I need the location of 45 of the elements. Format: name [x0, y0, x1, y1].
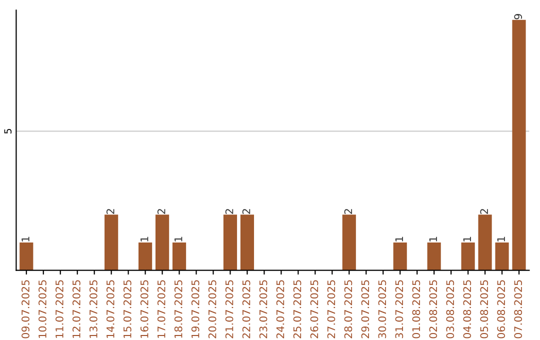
x-tick-label: 21.07.2025 [225, 280, 234, 338]
x-tick-label: 15.07.2025 [123, 280, 132, 338]
data-label: 1 [463, 236, 471, 242]
x-tick-label: 22.07.2025 [242, 280, 250, 338]
data-label: 1 [22, 236, 30, 242]
x-tick-label: 02.08.2025 [429, 280, 438, 338]
x-tick-label: 03.08.2025 [446, 280, 454, 338]
x-tick-label: 30.07.2025 [378, 280, 386, 338]
x-tick-label: 24.07.2025 [276, 280, 284, 338]
x-tick-label: 28.07.2025 [344, 280, 352, 338]
data-label: 9 [514, 14, 522, 20]
x-tick-label: 16.07.2025 [140, 280, 148, 338]
x-tick-label: 09.07.2025 [22, 280, 30, 338]
x-tick-label: 17.07.2025 [157, 280, 166, 338]
x-tick-label: 19.07.2025 [191, 280, 200, 338]
x-tick-label: 12.07.2025 [72, 280, 80, 338]
x-tick-label: 23.07.2025 [259, 280, 268, 338]
x-tick-label: 01.08.2025 [412, 280, 420, 338]
x-tick-label: 10.07.2025 [38, 280, 46, 338]
data-label: 1 [140, 236, 148, 242]
x-tick-label: 11.07.2025 [56, 280, 64, 338]
data-label: 2 [242, 209, 250, 214]
data-label: 2 [106, 209, 114, 214]
data-label: 1 [174, 236, 182, 242]
x-tick-label: 20.07.2025 [208, 280, 216, 338]
x-tick-label: 05.08.2025 [480, 280, 488, 338]
x-tick-label: 04.08.2025 [463, 280, 472, 338]
x-tick-label: 06.08.2025 [497, 280, 506, 338]
x-tick-label: 14.07.2025 [106, 280, 114, 338]
x-tick-label: 18.07.2025 [174, 280, 182, 338]
x-tick-label: 27.07.2025 [327, 280, 336, 338]
data-label: 1 [395, 236, 403, 242]
x-tick-label: 31.07.2025 [395, 280, 404, 338]
x-tick-label: 07.08.2025 [514, 280, 522, 338]
x-tick-label: 25.07.2025 [293, 280, 302, 338]
data-label: 2 [225, 209, 234, 214]
data-label: 1 [497, 236, 505, 242]
y-tick-label: 5 [4, 128, 12, 134]
data-label: 2 [344, 209, 352, 214]
data-label: 1 [429, 236, 437, 242]
x-tick-label: 29.07.2025 [361, 280, 370, 338]
x-tick-label: 13.07.2025 [89, 280, 98, 338]
x-tick-label: 26.07.2025 [310, 280, 318, 338]
data-label: 2 [157, 209, 166, 214]
data-label: 2 [480, 209, 488, 214]
